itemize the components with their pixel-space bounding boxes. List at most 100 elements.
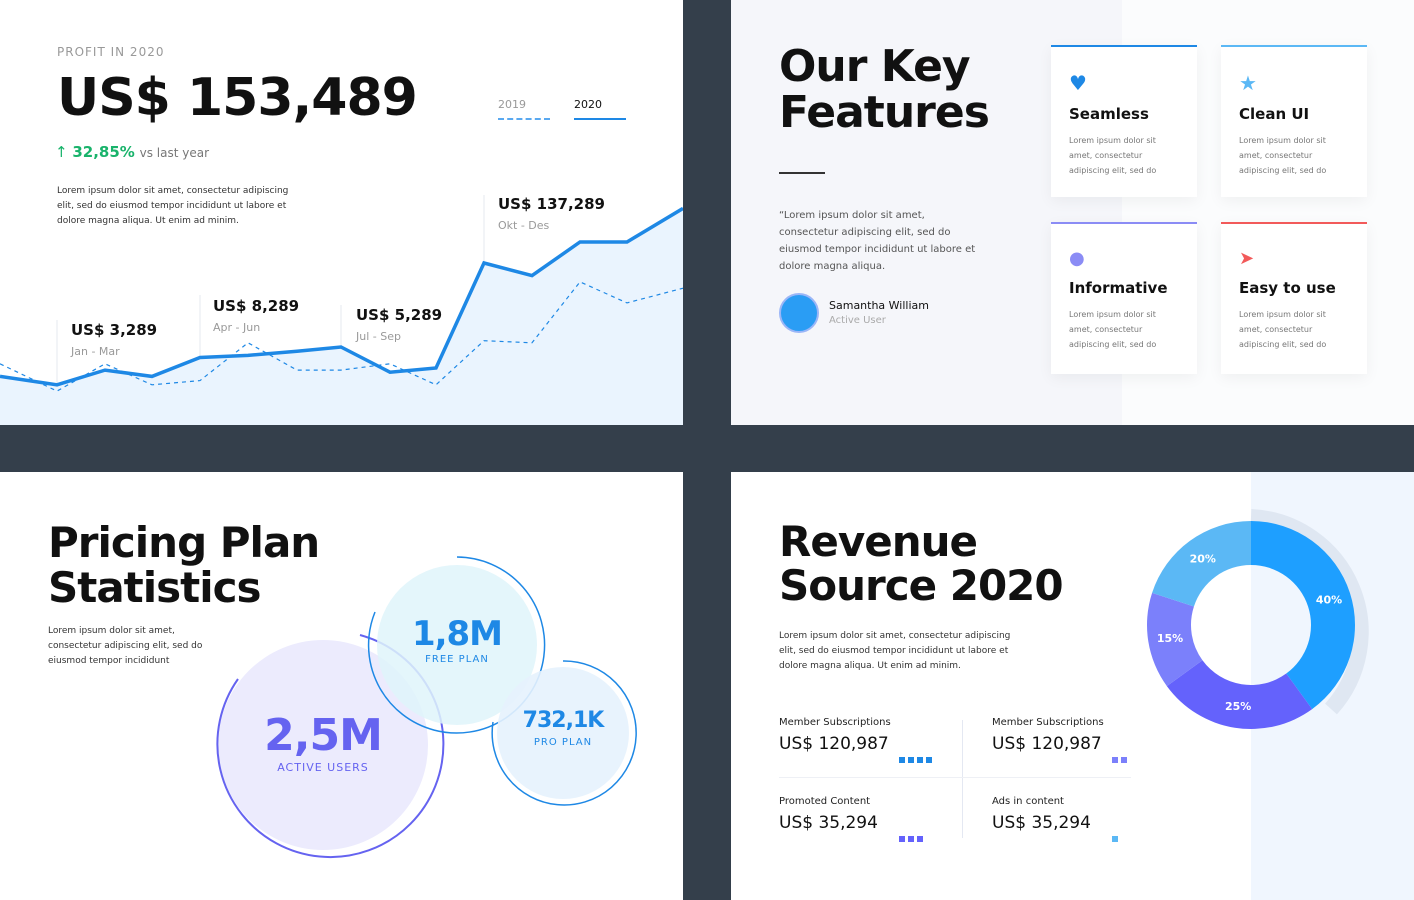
card-title: Seamless [1069,105,1149,123]
feature-card-seamless[interactable]: ♥ Seamless Lorem ipsum dolor sit amet, con… [1051,45,1197,197]
stat-label: Promoted Content [779,796,871,807]
title-line: Features [779,87,990,138]
bubble-ring [491,660,637,806]
quarter-period: Jul - Sep [356,330,401,343]
donut-slice [1251,521,1355,710]
feature-card-clean-ui[interactable]: ★ Clean UI Lorem ipsum dolor sit amet, con… [1221,45,1367,197]
profit-total: US$ 153,489 [57,68,418,128]
stat-value: US$ 35,294 [992,813,1091,833]
donut-slice-label: 15% [1157,632,1183,645]
quarter-label: US$ 8,289 Apr - Jun [213,297,299,334]
arrow-up-icon: ↑ [55,143,68,161]
indicator-square [899,757,905,763]
revenue-stat: Promoted Content US$ 35,294 [779,796,939,842]
card-text: Lorem ipsum dolor sit amet, consectetur … [1239,136,1327,175]
card-title: Informative [1069,279,1168,297]
title-line: Our Key [779,41,971,92]
card-text: Lorem ipsum dolor sit amet, consectetur … [1069,136,1157,175]
indicator-square [1112,836,1118,842]
card-title: Easy to use [1239,279,1336,297]
pricing-title: Pricing Plan Statistics [48,518,320,612]
profit-desc: Lorem ipsum dolor sit amet, consectetur … [57,186,289,226]
title-line: Source 2020 [779,561,1064,610]
donut-backdrop-ring [1250,509,1369,715]
quarter-value: US$ 3,289 [71,321,158,339]
donut-slice-label: 25% [1225,700,1251,713]
bubble-active-users [218,640,428,850]
feature-card-easy-to-use[interactable]: ➤ Easy to use Lorem ipsum dolor sit amet, … [1221,222,1367,374]
active-users-stat: 2,5M ACTIVE USERS [223,710,423,774]
indicator-square [899,836,905,842]
indicator-square [926,757,932,763]
quarter-label: US$ 137,289 Okt - Des [498,195,605,232]
bubble-free-plan [377,565,537,725]
quarter-label: US$ 5,289 Jul - Sep [356,306,442,343]
user-name: Samantha William [829,299,929,312]
card-text: Lorem ipsum dolor sit amet, consectetur … [1069,310,1157,349]
donut-slice-label: 40% [1316,594,1342,607]
stat-value: US$ 120,987 [992,734,1102,754]
card-text: Lorem ipsum dolor sit amet, consectetur … [1239,310,1327,349]
legend-2020[interactable]: 2020 [574,98,626,120]
stat-indicator [899,827,926,846]
stat-label: FREE PLAN [425,654,489,665]
testimonial-quote: “Lorem ipsum dolor sit amet, consectetur… [779,210,976,272]
stat-value: 2,5M [264,710,383,761]
quarter-label: US$ 3,289 Jan - Mar [71,321,157,358]
free-plan-stat: 1,8M FREE PLAN [377,614,537,665]
pricing-desc: Lorem ipsum dolor sit amet, consectetur … [48,626,203,666]
donut-slice [1152,521,1251,607]
revenue-title: Revenue Source 2020 [779,517,1064,610]
donut-slice [1166,660,1313,729]
bubble-pro-plan [497,667,629,799]
quarter-value: US$ 137,289 [498,195,605,213]
donut-slice [1147,592,1203,687]
donut-slice-label: 20% [1190,553,1216,566]
stat-value: 732,1K [522,708,605,733]
profit-slide: PROFIT IN 2020 US$ 153,489 ↑ 32,85% vs l… [0,0,683,425]
quarter-period: Jan - Mar [71,345,120,358]
feature-card-informative[interactable]: ● Informative Lorem ipsum dolor sit amet, … [1051,222,1197,374]
revenue-desc: Lorem ipsum dolor sit amet, consectetur … [779,631,1011,671]
features-slide: Our Key Features “Lorem ipsum dolor sit a… [731,0,1414,425]
divider [779,172,825,174]
stat-value: US$ 120,987 [779,734,889,754]
indicator-square [1121,757,1127,763]
revenue-stat: Member Subscriptions US$ 120,987 [992,717,1152,763]
indicator-square [1112,757,1118,763]
quarter-period: Okt - Des [498,219,550,232]
profit-label: PROFIT IN 2020 [57,45,165,59]
indicator-square [917,757,923,763]
pro-plan-stat: 732,1K PRO PLAN [493,708,633,748]
stat-label: PRO PLAN [533,737,593,748]
revenue-stat: Member Subscriptions US$ 120,987 [779,717,939,763]
stat-label: Member Subscriptions [992,717,1104,728]
quarter-value: US$ 5,289 [356,306,443,324]
change-suffix: vs last year [139,146,210,160]
pricing-bubbles [216,556,637,859]
paper-plane-icon: ➤ [1239,248,1255,269]
stat-indicator [1112,827,1121,846]
stat-label: ACTIVE USERS [277,761,369,774]
stat-label: Member Subscriptions [779,717,891,728]
heart-icon: ♥ [1069,71,1087,95]
indicator-square [908,757,914,763]
title-line: Statistics [48,563,262,612]
title-line: Pricing Plan [48,518,320,567]
revenue-donut-chart: 40% 25% 15% 20% [1147,509,1369,729]
indicator-square [908,836,914,842]
chat-bubble-icon: ● [1069,248,1085,269]
quarter-value: US$ 8,289 [213,297,300,315]
stat-indicator [1112,748,1130,767]
stat-value: 1,8M [411,614,503,654]
indicator-square [917,836,923,842]
user-avatar [779,293,819,333]
legend-2019[interactable]: 2019 [498,98,550,120]
features-title: Our Key Features [779,41,990,138]
series-line-2019 [0,281,683,392]
title-line: Revenue [779,517,978,566]
profit-change: ↑ 32,85% vs last year [55,143,209,161]
change-percent: 32,85% [72,143,135,161]
quarter-period: Apr - Jun [213,321,261,334]
revenue-stat: Ads in content US$ 35,294 [992,796,1152,842]
